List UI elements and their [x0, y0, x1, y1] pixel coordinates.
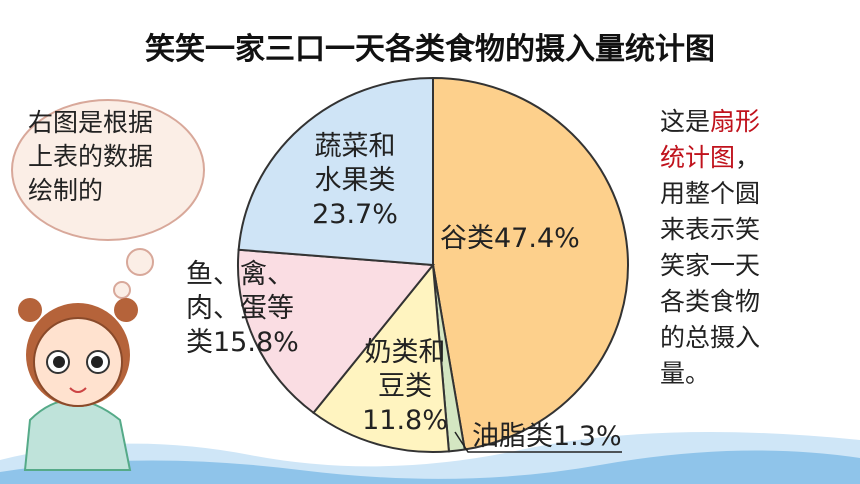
pie-slice	[237, 76, 434, 267]
slice-label: 鱼、禽、 肉、蛋等 类15.8%	[186, 258, 336, 360]
leader-line	[454, 431, 622, 453]
pie-slice	[237, 248, 435, 415]
category-label: 鱼、禽、 肉、蛋等 类	[186, 259, 294, 358]
chart-title: 笑笑一家三口一天各类食物的摄入量统计图	[145, 32, 715, 67]
note-highlight: 扇形 统计图	[660, 107, 761, 172]
value-label: 11.8%	[362, 405, 448, 436]
value-label: 15.8%	[213, 327, 299, 358]
note-part: ， 用整个圆 来表示笑 笑家一天 各类食物 的总摄入 量。	[660, 143, 761, 388]
thought-bubble	[11, 99, 205, 299]
pie	[237, 76, 629, 453]
slice-label: 油脂类1.3%	[472, 420, 672, 454]
pie-slice	[432, 76, 629, 451]
category-label: 蔬菜和 水果类	[314, 131, 396, 196]
pie-slice	[312, 262, 450, 453]
value-label: 1.3%	[553, 421, 622, 452]
slice-label: 谷类47.4%	[440, 222, 640, 256]
category-label: 谷类	[440, 223, 494, 254]
bubble-text: 右图是根据 上表的数据 绘制的	[28, 108, 154, 205]
slice-label: 蔬菜和 水果类23.7%	[290, 130, 420, 232]
girl	[18, 298, 138, 471]
slice-label: 奶类和 豆类 11.8%	[340, 336, 470, 438]
value-label: 47.4%	[494, 223, 580, 254]
category-label: 油脂类	[472, 421, 553, 452]
category-label: 奶类和 豆类	[364, 337, 446, 402]
note-part: 这是	[660, 107, 711, 136]
wave	[0, 450, 860, 484]
value-label: 23.7%	[312, 199, 398, 230]
note-text: 这是扇形 统计图， 用整个圆 来表示笑 笑家一天 各类食物 的总摄入 量。	[660, 104, 760, 392]
